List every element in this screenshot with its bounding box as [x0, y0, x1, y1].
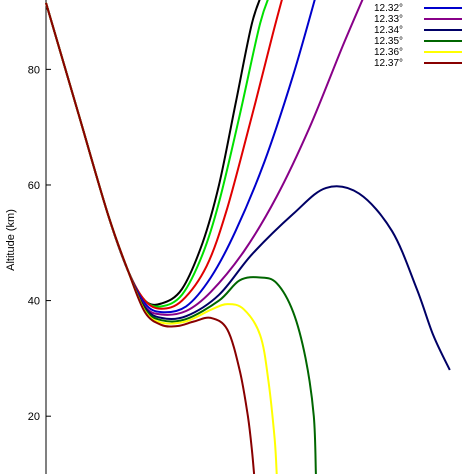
legend-label: 12.33°: [374, 14, 403, 25]
axes: 20 40 60 80: [28, 0, 51, 474]
legend-label: 12.37°: [374, 58, 403, 69]
legend-box: [366, 0, 474, 72]
series-line-9: [45, 2, 256, 474]
y-axis-label: Altitude (km): [5, 209, 17, 271]
series-line-7: [45, 2, 317, 474]
y-tick-label: 20: [28, 411, 40, 423]
legend-label: 12.35°: [374, 36, 403, 47]
legend-label: 12.32°: [374, 3, 403, 14]
series-line-3: [45, 0, 283, 310]
y-tick-label: 40: [28, 296, 40, 308]
series-line-2: [45, 0, 269, 308]
legend-label: 12.34°: [374, 25, 403, 36]
y-tick-label: 80: [28, 64, 40, 76]
series-group: [45, 0, 451, 474]
y-tick-label: 60: [28, 180, 40, 192]
legend-label: 12.36°: [374, 47, 403, 58]
legend: 12.32°12.33°12.34°12.35°12.36°12.37°: [366, 0, 474, 72]
series-line-4: [45, 0, 316, 314]
